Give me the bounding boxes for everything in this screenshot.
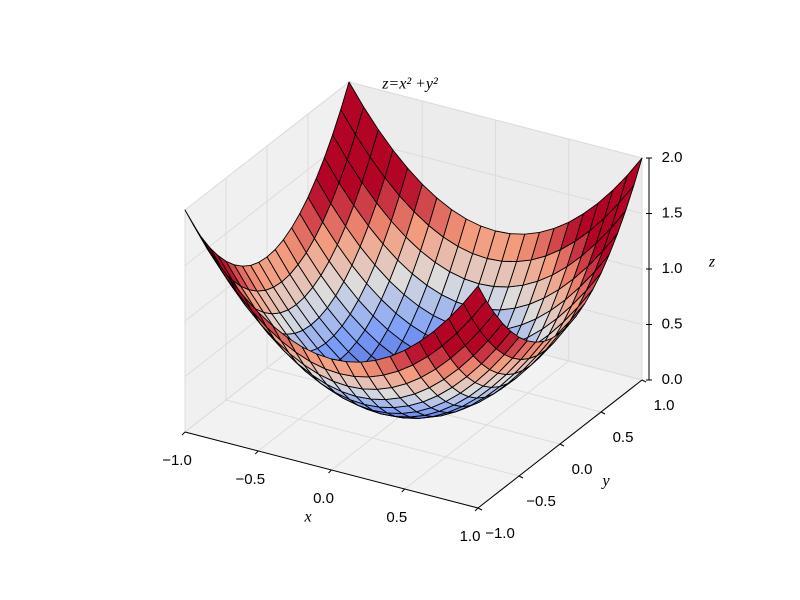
y-axis-line [477,379,643,509]
y-axis-label: y [600,473,610,490]
grid-line [348,81,643,159]
x-tick-label: 0.5 [386,509,407,526]
grid-line [184,81,350,211]
surface-patch [184,209,209,251]
surface-patch [618,157,643,204]
chart-title: z=x² +y² [381,76,439,93]
tick-mark [641,379,647,383]
tick-mark [600,411,606,415]
x-tick-label: 0.0 [313,490,334,507]
tick-mark [474,507,479,512]
tick-mark [181,431,186,436]
tick-mark [254,450,259,455]
surface-patch [340,81,365,135]
y-tick-label: −0.5 [526,493,556,510]
surface-patch [462,285,487,319]
z-axis-label: z [708,254,716,271]
y-tick-label: 0.5 [613,429,634,446]
axes: −1.0−0.50.00.51.0 −1.0−0.50.00.51.00.00.5… [162,149,682,545]
z-tick-label: 0.5 [662,315,683,332]
z-tick-label: 1.0 [662,260,683,277]
x-tick-label: −1.0 [162,452,192,469]
tick-mark [477,507,483,511]
grid-line [184,137,350,266]
tick-mark [401,488,406,493]
z-tick-label: 1.5 [662,204,683,221]
z-tick-label: 2.0 [662,149,683,166]
x-axis-line [184,431,479,509]
y-tick-label: −1.0 [485,525,515,542]
z-tick-label: 0.0 [662,371,683,388]
tick-mark [328,469,332,474]
y-tick-label: 0.0 [572,461,593,478]
tick-mark [518,475,524,479]
tick-mark [559,443,565,447]
y-tick-label: 1.0 [654,397,675,414]
x-tick-label: 1.0 [460,528,481,545]
grid-line [348,137,643,214]
x-axis-label: x [303,509,311,526]
surface [184,81,643,419]
x-tick-label: −0.5 [235,471,265,488]
grid-line [225,399,520,477]
